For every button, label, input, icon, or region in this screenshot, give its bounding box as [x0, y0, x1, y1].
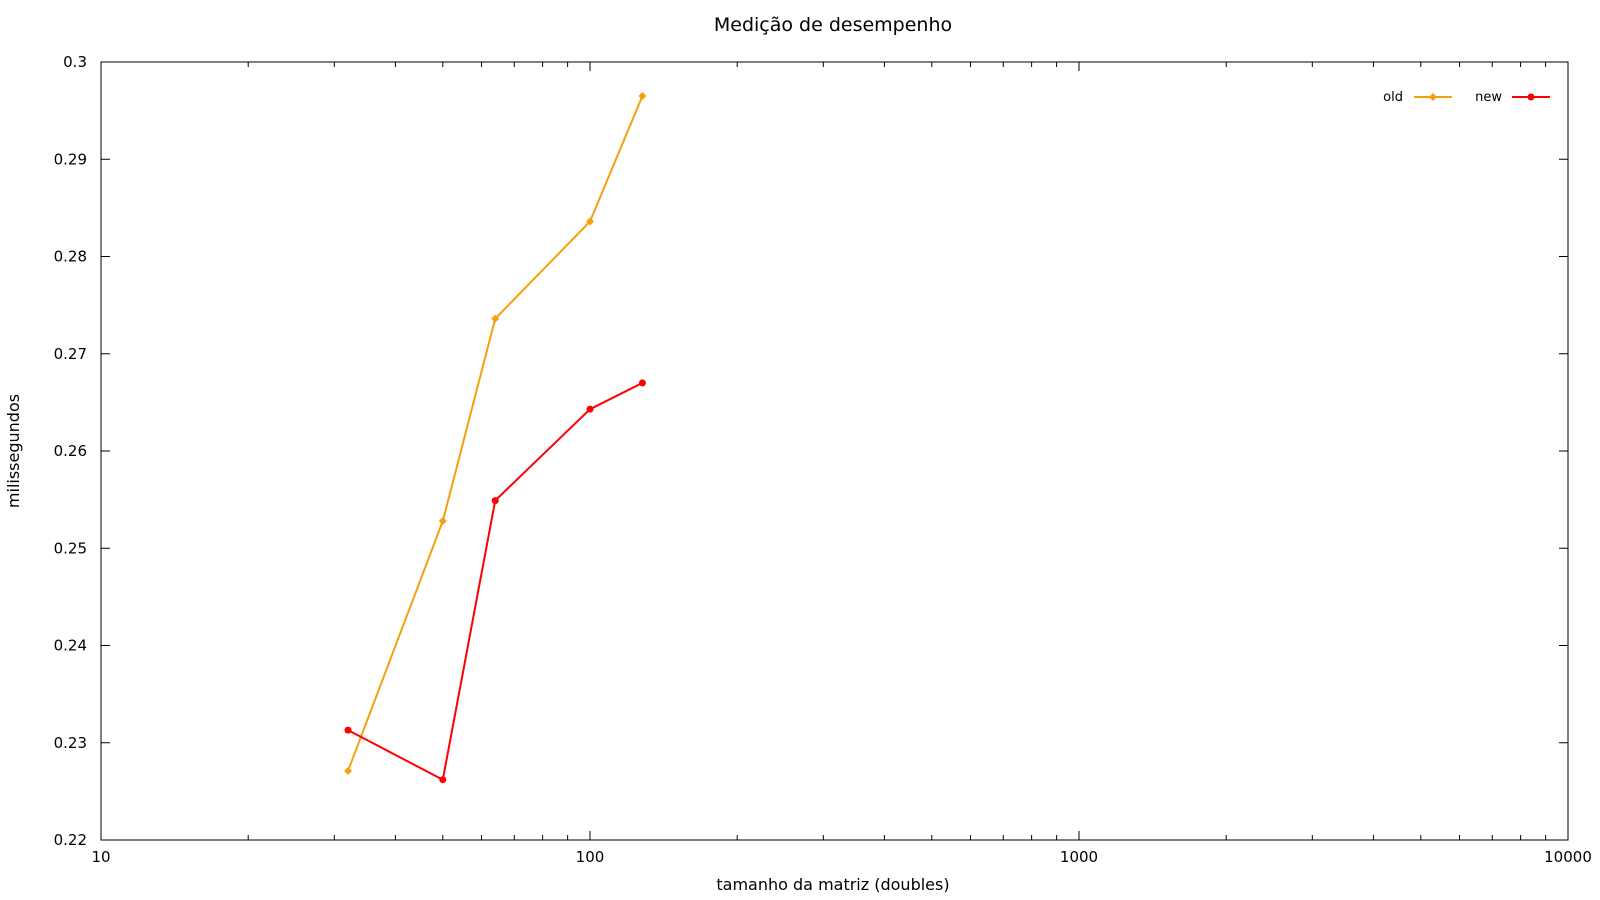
- series-line: [347, 95, 644, 772]
- x-tick-label: 10000: [1544, 848, 1592, 866]
- series-line: [347, 382, 643, 781]
- axis-tick-labels: 0.22 0.23 0.24 0.25 0.26 0.27 0.28 0.29 0.3 10 100…: [54, 53, 1592, 866]
- data-point: [1429, 93, 1437, 101]
- data-point: [438, 517, 447, 526]
- x-tick-label: 100: [576, 848, 605, 866]
- y-tick-label: 0.3: [63, 53, 87, 71]
- plot-frame: [100, 61, 1569, 841]
- chart-title: Medição de desempenho: [714, 14, 952, 36]
- y-tick-label: 0.26: [54, 442, 87, 460]
- x-tick-label: 10: [91, 848, 110, 866]
- legend-label: old: [1383, 90, 1403, 105]
- axis-ticks: [100, 61, 1569, 841]
- series-old: [344, 92, 647, 775]
- y-tick-label: 0.22: [54, 831, 87, 849]
- y-tick-label: 0.24: [54, 637, 87, 655]
- data-point: [439, 776, 447, 784]
- legend: old new: [1383, 90, 1550, 105]
- data-point: [586, 405, 594, 413]
- data-point: [638, 379, 646, 387]
- data-point: [491, 497, 499, 505]
- series-new: [344, 379, 646, 784]
- legend-label: new: [1475, 90, 1502, 105]
- x-tick-label: 1000: [1060, 848, 1098, 866]
- data-point: [586, 217, 594, 226]
- data-point: [344, 766, 353, 775]
- legend-entry-old: old: [1383, 90, 1452, 105]
- x-axis-label: tamanho da matriz (doubles): [716, 875, 949, 894]
- y-tick-label: 0.23: [54, 734, 87, 752]
- y-tick-label: 0.25: [54, 539, 87, 557]
- y-tick-label: 0.27: [54, 345, 87, 363]
- y-tick-label: 0.29: [54, 150, 87, 168]
- data-point: [344, 726, 352, 734]
- data-point: [638, 92, 647, 101]
- series-layer: [344, 92, 647, 784]
- y-axis-label: milissegundos: [4, 394, 23, 508]
- data-point: [491, 314, 500, 323]
- data-point: [1527, 93, 1535, 101]
- y-tick-label: 0.28: [54, 248, 87, 266]
- legend-entry-new: new: [1475, 90, 1550, 105]
